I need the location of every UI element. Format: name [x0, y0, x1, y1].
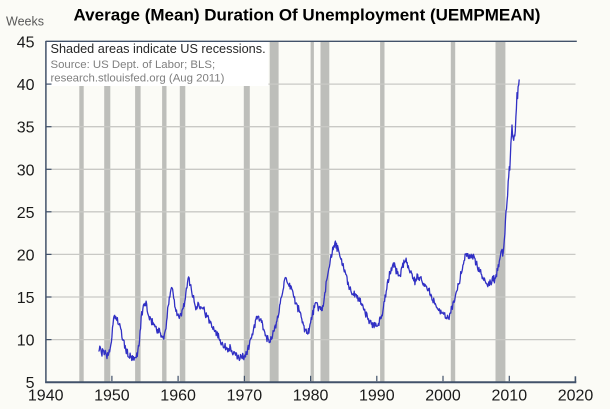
- svg-text:research.stlouisfed.org (Aug 2: research.stlouisfed.org (Aug 2011): [51, 73, 225, 85]
- svg-text:Average (Mean) Duration Of Une: Average (Mean) Duration Of Unemployment …: [74, 6, 541, 25]
- svg-text:15: 15: [17, 290, 35, 307]
- svg-text:40: 40: [17, 77, 35, 94]
- svg-text:1940: 1940: [28, 388, 64, 405]
- svg-text:5: 5: [26, 375, 35, 392]
- svg-text:1970: 1970: [227, 388, 263, 405]
- svg-text:25: 25: [17, 205, 35, 222]
- svg-text:2010: 2010: [492, 388, 528, 405]
- svg-text:Source: US Dept. of Labor; BLS: Source: US Dept. of Labor; BLS;: [51, 59, 216, 71]
- svg-text:45: 45: [17, 35, 35, 52]
- svg-text:2000: 2000: [425, 388, 461, 405]
- svg-text:30: 30: [17, 162, 35, 179]
- svg-text:1980: 1980: [293, 388, 329, 405]
- svg-text:1990: 1990: [359, 388, 395, 405]
- svg-text:Shaded areas indicate US reces: Shaded areas indicate US recessions.: [51, 42, 266, 56]
- svg-text:1950: 1950: [94, 388, 130, 405]
- svg-text:1960: 1960: [160, 388, 196, 405]
- svg-text:Weeks: Weeks: [6, 15, 44, 29]
- svg-text:20: 20: [17, 247, 35, 264]
- svg-text:35: 35: [17, 120, 35, 137]
- svg-text:2020: 2020: [558, 388, 594, 405]
- svg-text:10: 10: [17, 333, 35, 350]
